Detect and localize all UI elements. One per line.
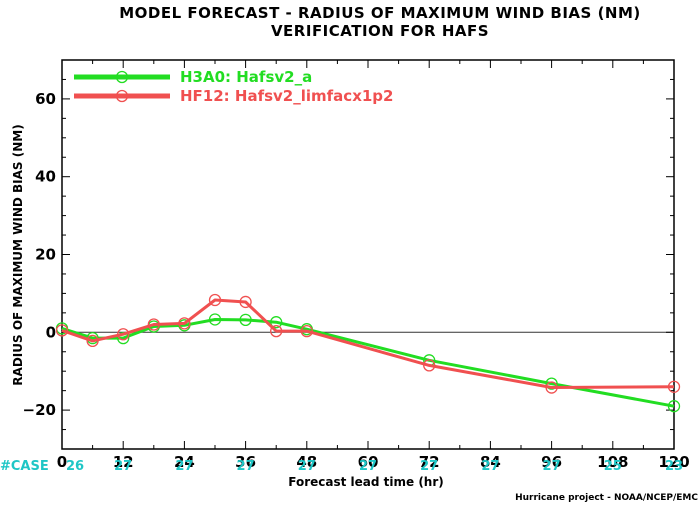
data-point [208,313,222,326]
data-point [270,324,283,338]
data-point [667,400,681,413]
case-count-value: 27 [543,459,561,474]
chart-title: MODEL FORECAST - RADIUS OF MAXIMUM WIND … [119,4,641,22]
case-count-value: 27 [420,459,438,474]
case-count-value: 26 [66,459,84,474]
data-point [667,380,681,393]
legend-label: H3A0: Hafsv2_a [180,68,312,86]
case-count-value: 27 [114,459,132,474]
case-count-value: 27 [298,459,316,474]
x-axis-label: Forecast lead time (hr) [288,475,444,489]
data-point [147,318,160,331]
data-point [300,324,313,338]
x-tick-label: 84 [480,453,501,471]
x-tick-label: 60 [358,453,379,471]
y-tick-label: 20 [35,246,56,264]
y-tick-label: 0 [46,323,56,341]
data-point [86,334,99,348]
credit-text: Hurricane project - NOAA/NCEP/EMC [515,493,698,503]
x-tick-label: 108 [597,453,628,471]
legend-marker [115,89,129,103]
legend-marker [115,70,129,84]
case-counts: #CASE 26 27 27 27 27 27 27 27 27 25 23 [0,459,683,474]
y-tick-label: 40 [35,168,56,186]
y-axis-label: RADIUS OF MAXIMUM WIND BIAS (NM) [11,124,25,385]
data-point [208,293,222,307]
x-tick-label: 120 [658,453,689,471]
y-tick-label: 60 [35,90,56,108]
x-tick-label: 96 [541,453,562,471]
legend-label: HF12: Hafsv2_limfacx1p2 [180,87,393,105]
data-point [239,313,252,327]
data-point [117,328,130,341]
data-point [178,317,191,330]
case-count-value: 27 [359,459,377,474]
data-point [423,359,436,372]
data-point [270,316,283,329]
case-count-value: 27 [481,459,499,474]
y-tick-label: −20 [23,401,56,419]
x-tick-label: 48 [296,453,317,471]
x-tick-label: 12 [113,453,134,471]
x-axis: 0 12 24 36 48 60 72 84 96 108 120 [57,60,690,471]
x-tick-label: 24 [174,453,195,471]
case-count-value: 27 [175,459,193,474]
x-tick-label: 36 [235,453,256,471]
data-point [55,324,69,337]
data-point [545,377,558,390]
case-count-value: 23 [665,459,683,474]
case-count-value: 25 [604,459,622,474]
series-group [55,293,681,413]
y-axis: −20 0 20 40 60 [23,59,674,450]
x-tick-label: 72 [419,453,440,471]
case-count-label: #CASE [0,459,49,474]
series-2 [55,293,681,394]
case-count-value: 27 [237,459,255,474]
chart-subtitle: VERIFICATION FOR HAFS [271,22,489,40]
x-tick-label: 0 [57,453,67,471]
data-point [545,381,558,394]
data-point [239,295,252,309]
